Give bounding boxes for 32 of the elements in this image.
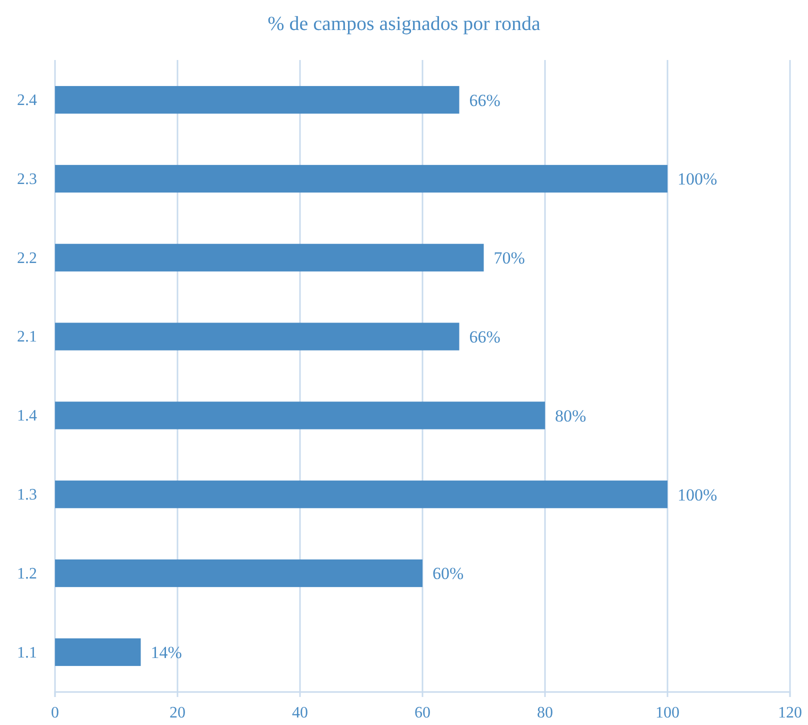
- chart-title: % de campos asignados por ronda: [268, 13, 540, 35]
- bar: [55, 402, 545, 430]
- x-tick-label: 100: [656, 704, 680, 722]
- bar: [55, 164, 668, 193]
- data-label: 66%: [469, 90, 500, 110]
- data-label: 14%: [150, 643, 182, 662]
- y-tick-label: 2.4: [17, 92, 37, 109]
- bar: [55, 86, 460, 114]
- x-tick-label: 0: [51, 704, 59, 722]
- bar: [55, 480, 668, 508]
- y-tick-label: 2.2: [17, 250, 37, 267]
- x-tick-label: 60: [414, 704, 430, 722]
- y-tick-label: 1.4: [17, 408, 37, 425]
- bar: [55, 322, 460, 350]
- x-tick-label: 20: [170, 704, 186, 722]
- x-tick-label: 120: [778, 704, 802, 722]
- y-tick-label: 1.2: [17, 565, 37, 582]
- y-tick-label: 2.1: [17, 328, 37, 346]
- bar: [55, 244, 484, 272]
- bar: [55, 559, 422, 588]
- data-label: 80%: [555, 406, 586, 426]
- bar: [55, 638, 141, 666]
- x-tick-label: 80: [537, 704, 553, 722]
- y-tick-label: 1.3: [17, 486, 37, 504]
- data-label: 66%: [469, 328, 500, 346]
- y-tick-label: 1.1: [17, 644, 37, 662]
- data-label: 60%: [432, 564, 464, 584]
- y-tick-label: 2.3: [17, 170, 37, 188]
- data-label: 70%: [494, 248, 525, 268]
- x-tick-label: 40: [292, 704, 308, 722]
- data-label: 100%: [678, 170, 718, 189]
- data-label: 100%: [678, 485, 718, 504]
